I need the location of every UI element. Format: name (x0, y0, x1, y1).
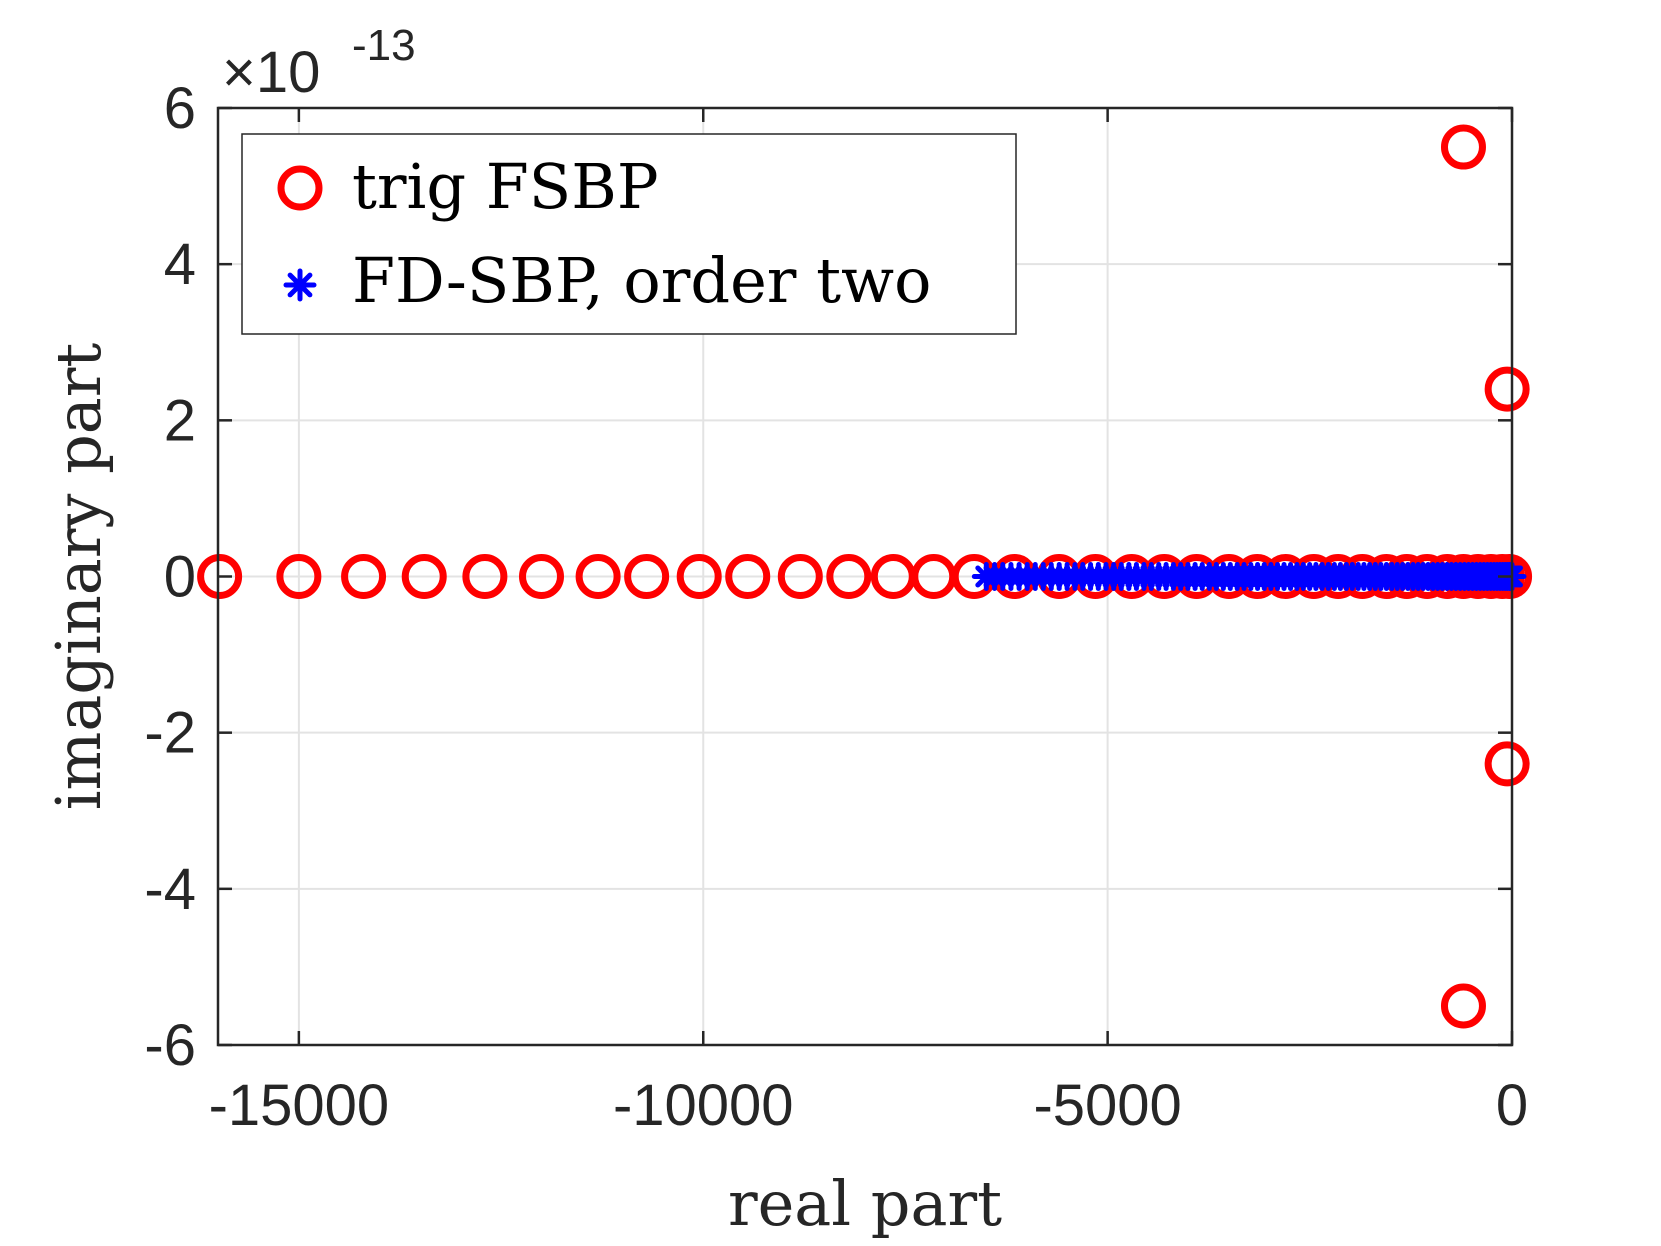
y-axis-label: imaginary part (42, 343, 115, 811)
x-axis-label: real part (728, 1167, 1002, 1240)
axis-ticks (218, 106, 1514, 1047)
tick-labels: -15000 -10000 -5000 0 -6 -4 -2 0 2 4 6 (144, 76, 1528, 1138)
data-point-trig-fsbp (1484, 366, 1530, 412)
legend-marker-circle (277, 165, 323, 211)
asterisk-stroke (287, 272, 313, 298)
legend-label-trig-fsbp: trig FSBP (352, 150, 659, 223)
y-tick-label: 0 (164, 545, 196, 610)
data-point-trig-fsbp (624, 554, 670, 599)
legend: trig FSBP FD-SBP, order two (241, 133, 1017, 335)
data-point-trig-fsbp (725, 554, 771, 599)
y-scale-factor: ×10 (222, 40, 320, 105)
x-tick-label: -10000 (613, 1073, 794, 1138)
data-point-trig-fsbp (276, 554, 322, 599)
data-point-trig-fsbp (462, 554, 508, 599)
y-tick-label: 6 (164, 76, 196, 141)
legend-box (241, 133, 1017, 335)
legend-marker-asterisk (283, 268, 317, 302)
y-tick-label: 4 (164, 232, 196, 297)
data-point-trig-fsbp (777, 554, 823, 599)
x-tick-label: -5000 (1033, 1073, 1181, 1138)
x-tick-label: -15000 (209, 1073, 390, 1138)
data-point-trig-fsbp (1440, 983, 1486, 1029)
data-point-trig-fsbp (519, 554, 564, 599)
x-tick-label: 0 (1496, 1073, 1528, 1138)
data-point-trig-fsbp (341, 554, 387, 599)
y-tick-label: -2 (144, 701, 196, 766)
data-point-trig-fsbp (401, 554, 447, 599)
y-tick-label: -6 (144, 1013, 196, 1078)
legend-label-fd-sbp: FD-SBP, order two (352, 244, 931, 317)
series-fd-sbp (971, 562, 1527, 591)
data-point-trig-fsbp (676, 554, 722, 599)
data-point-trig-fsbp (197, 554, 243, 599)
data-point-trig-fsbp (826, 554, 872, 599)
y-tick-label: 2 (164, 388, 196, 453)
data-point-trig-fsbp (575, 554, 621, 599)
legend-asterisk (283, 268, 317, 302)
y-scale-exponent: -13 (352, 21, 416, 70)
y-tick-label: -4 (144, 857, 196, 922)
data-point-trig-fsbp (1440, 124, 1486, 170)
data-point-trig-fsbp (1484, 741, 1530, 787)
